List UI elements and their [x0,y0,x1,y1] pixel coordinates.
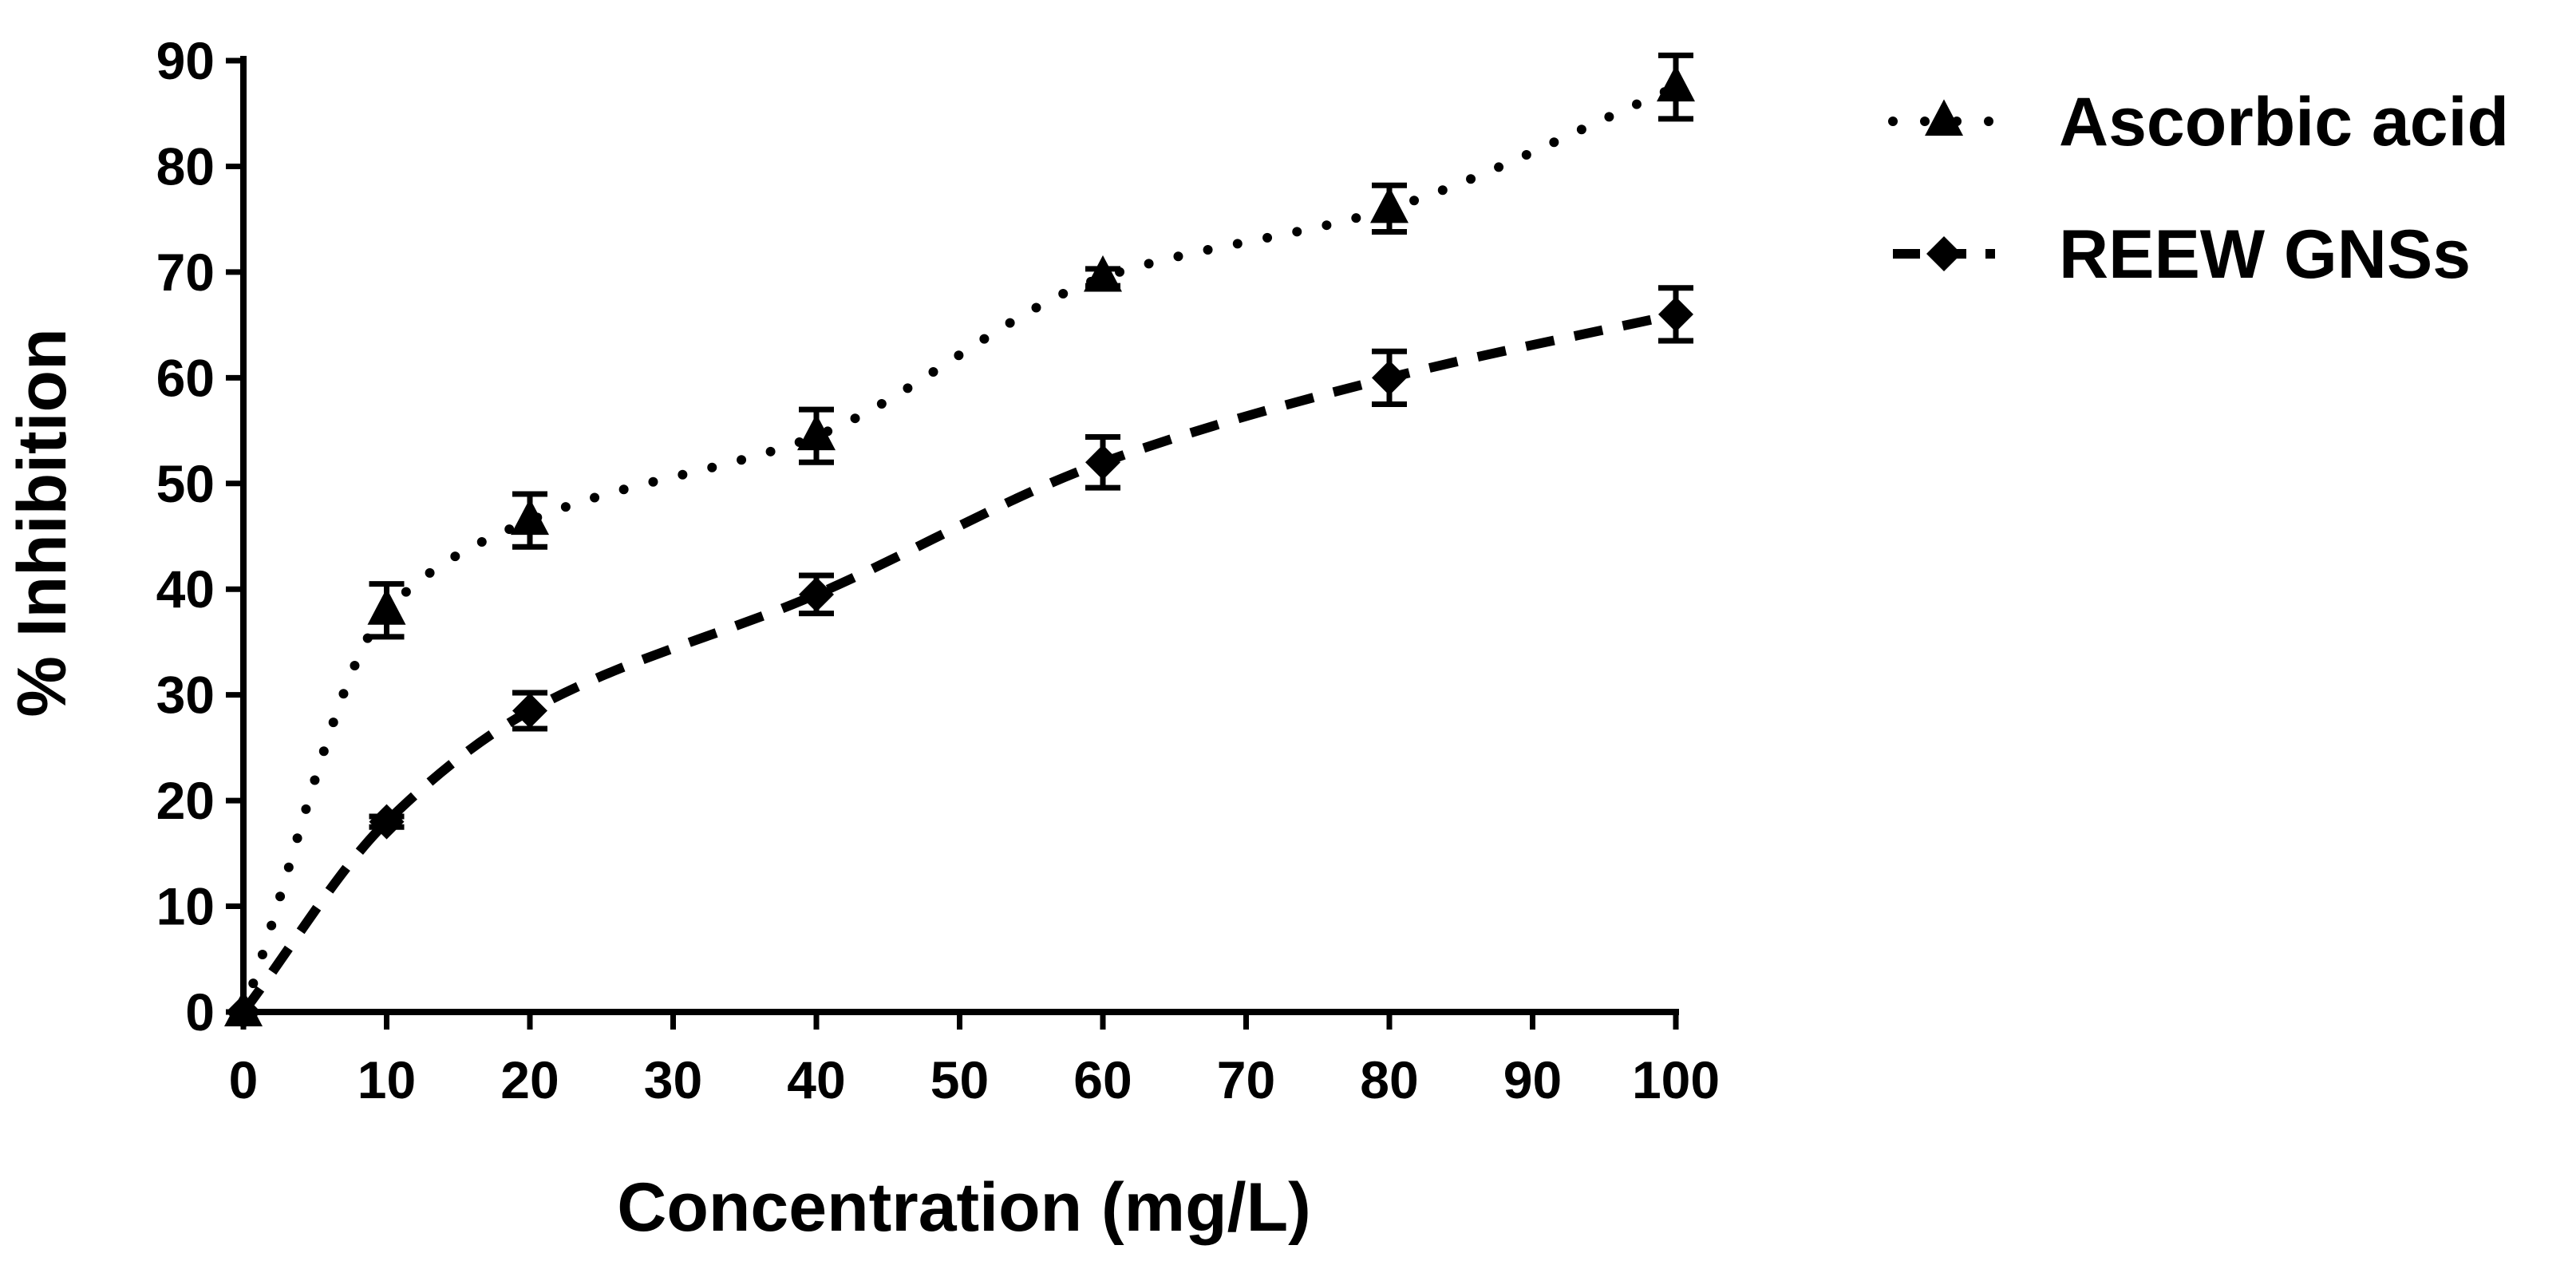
data-point-reew-gnss [369,804,405,840]
legend-label: REEW GNSs [2059,216,2471,293]
x-tick-label: 80 [1360,1050,1418,1109]
y-tick-label: 50 [156,454,215,513]
series-line-reew-gnss [239,310,1677,1015]
data-point-ascorbic-acid [367,588,406,625]
data-point-ascorbic-acid [797,413,836,451]
x-axis-title: Concentration (mg/L) [617,1169,1311,1246]
y-tick-label: 90 [156,31,215,90]
series-curves [239,82,1681,1017]
x-tick-label: 90 [1503,1050,1562,1109]
y-tick-label: 80 [156,136,215,196]
x-tick-label: 40 [787,1050,845,1109]
y-tick-label: 40 [156,559,215,619]
y-tick-label: 0 [185,982,215,1042]
x-tick-label: 10 [358,1050,416,1109]
y-tick-label: 60 [156,348,215,407]
legend-item-reew-gnss: REEW GNSs [1893,216,2471,293]
legend-marker [1925,99,1963,136]
x-tick-label: 60 [1073,1050,1132,1109]
data-point-ascorbic-acid [1370,186,1409,223]
x-tick-label: 0 [229,1050,259,1109]
legend: Ascorbic acid REEW GNSs [1888,84,2509,293]
legend-marker [1926,236,1962,271]
data-point-reew-gnss [1085,445,1120,480]
axes [226,56,1679,1030]
data-point-ascorbic-acid [1657,65,1695,102]
x-tick-label: 70 [1217,1050,1275,1109]
x-tick-label: 50 [930,1050,989,1109]
data-point-reew-gnss [1372,360,1407,396]
data-point-ascorbic-acid [1084,255,1122,292]
y-tick-label: 30 [156,666,215,725]
y-tick-label: 70 [156,243,215,302]
tick-labels: 0 10 20 30 40 50 60 70 80 90 0 10 20 30 40 50 60 70 80 90 10… [156,31,1720,1109]
x-tick-label: 20 [500,1050,559,1109]
data-point-reew-gnss [799,576,834,612]
error-bars [369,52,1693,830]
data-point-reew-gnss [512,693,547,729]
x-tick-label: 30 [644,1050,702,1109]
data-markers [224,65,1695,1030]
legend-label: Ascorbic acid [2059,84,2509,160]
y-tick-label: 20 [156,771,215,830]
data-point-ascorbic-acid [511,498,549,536]
series-line-ascorbic-acid [239,82,1681,1017]
y-tick-label: 10 [156,877,215,936]
x-tick-label: 100 [1632,1050,1720,1109]
y-axis-title: % Inhibition [4,328,81,717]
legend-item-ascorbic-acid: Ascorbic acid [1888,84,2509,160]
data-point-reew-gnss [1658,296,1693,332]
